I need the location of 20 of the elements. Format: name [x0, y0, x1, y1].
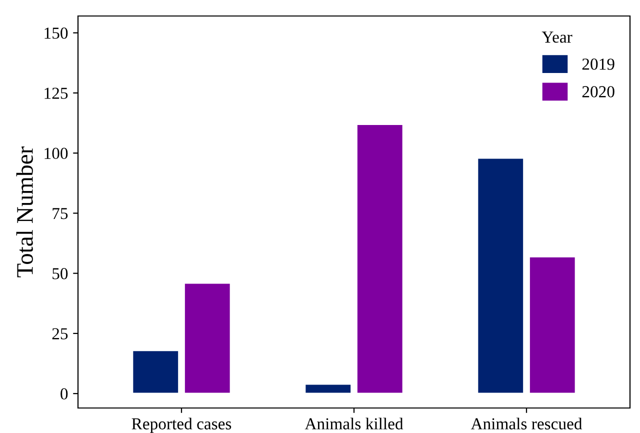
y-tick-label: 25 — [52, 328, 68, 340]
y-tick-label: 0 — [60, 388, 68, 400]
bar — [356, 123, 404, 394]
bar — [304, 383, 352, 394]
y-tick-label: 125 — [44, 88, 68, 99]
y-axis-title: Total Number — [16, 146, 33, 278]
bar — [476, 157, 525, 394]
y-tick-label: 150 — [44, 28, 68, 39]
x-tick-label: Animals killed — [304, 418, 404, 430]
bar — [183, 282, 232, 394]
legend-label: 2020 — [582, 86, 614, 98]
x-tick-label: Animals rescued — [470, 418, 582, 430]
bar — [528, 256, 576, 394]
legend-label: 2019 — [582, 58, 614, 70]
y-tick-label: 100 — [44, 148, 68, 160]
x-tick-label: Reported cases — [132, 418, 232, 433]
y-tick-label: 75 — [52, 208, 68, 220]
legend-title: Year — [542, 32, 572, 43]
bar — [132, 349, 180, 394]
y-tick-label: 50 — [52, 268, 68, 280]
